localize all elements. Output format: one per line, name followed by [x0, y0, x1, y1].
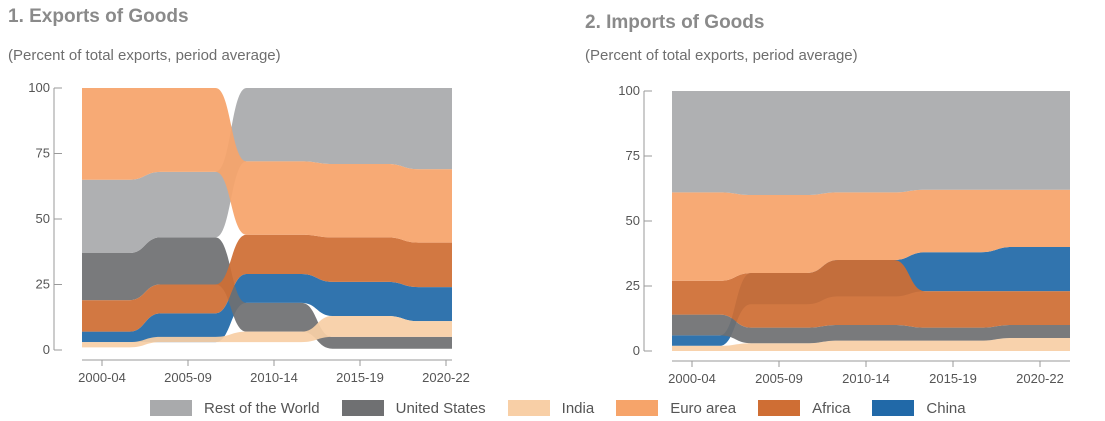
- band-euro-area: [82, 88, 452, 243]
- band-united-states: [672, 314, 1070, 344]
- band-rest-of-the-world: [672, 91, 1070, 195]
- legend-label: Rest of the World: [204, 399, 320, 417]
- y-tick-label: 50: [626, 213, 640, 228]
- legend-item-india: India: [507, 399, 595, 417]
- band-united-states: [82, 237, 452, 349]
- x-tick-label: 2015-19: [336, 370, 384, 385]
- y-tick-label: 0: [633, 343, 640, 358]
- legend: Rest of the World United States India Eu…: [150, 396, 988, 420]
- legend-swatch: [341, 400, 384, 416]
- x-tick-label: 2000-04: [78, 370, 126, 385]
- x-tick-label: 2000-04: [668, 371, 716, 386]
- band-india: [82, 315, 452, 348]
- legend-item-euro-area: Euro area: [616, 400, 736, 417]
- legend-swatch: [872, 400, 915, 416]
- band-rest-of-the-world: [82, 88, 452, 254]
- legend-item-rest-of-world: Rest of the World: [150, 400, 320, 417]
- y-tick-label: 100: [618, 83, 640, 98]
- y-tick-label: 75: [36, 146, 50, 161]
- x-tick-label: 2005-09: [755, 371, 803, 386]
- chart-2-title: 2. Imports of Goods: [585, 12, 765, 33]
- legend-item-africa: Africa: [758, 400, 850, 417]
- legend-swatch: [507, 400, 550, 416]
- chart-1-plot: 0 25 50 75 100 2000-04 2005-09 2010-14 2015-19 20…: [28, 80, 470, 385]
- legend-label: India: [561, 399, 595, 417]
- x-tick-label: 2020-22: [1016, 371, 1064, 386]
- legend-label: China: [926, 399, 966, 417]
- x-tick-label: 2010-14: [250, 370, 298, 385]
- y-tick-label: 25: [626, 278, 640, 293]
- chart-1-title: 1. Exports of Goods: [8, 6, 189, 27]
- y-tick-label: 50: [36, 211, 50, 226]
- legend-label: United States: [395, 399, 486, 417]
- legend-label: Euro area: [670, 399, 737, 417]
- legend-label: Africa: [812, 399, 851, 417]
- band-africa: [672, 260, 1070, 328]
- x-tick-label: 2010-14: [842, 371, 890, 386]
- band-china: [82, 274, 452, 343]
- x-tick-label: 2020-22: [422, 370, 470, 385]
- y-tick-label: 75: [626, 148, 640, 163]
- chart-1-subtitle: (Percent of total exports, period averag…: [8, 47, 281, 64]
- y-tick-label: 100: [28, 80, 50, 95]
- x-tick-label: 2015-19: [929, 371, 977, 386]
- x-tick-label: 2005-09: [164, 370, 212, 385]
- legend-swatch: [758, 400, 801, 416]
- y-tick-label: 25: [36, 277, 50, 292]
- band-euro-area: [672, 189, 1070, 281]
- chart-2-subtitle: (Percent of total exports, period averag…: [585, 47, 858, 64]
- legend-swatch: [150, 400, 192, 416]
- y-tick-label: 0: [43, 342, 50, 357]
- band-india: [672, 338, 1070, 351]
- band-africa: [82, 234, 452, 332]
- legend-item-united-states: United States: [341, 399, 486, 417]
- legend-item-china: China: [872, 399, 966, 417]
- chart-2-plot: 0 25 50 75 100 2000-04 2005-09 2010-14 2015-19 20…: [618, 83, 1070, 386]
- legend-swatch: [616, 400, 659, 416]
